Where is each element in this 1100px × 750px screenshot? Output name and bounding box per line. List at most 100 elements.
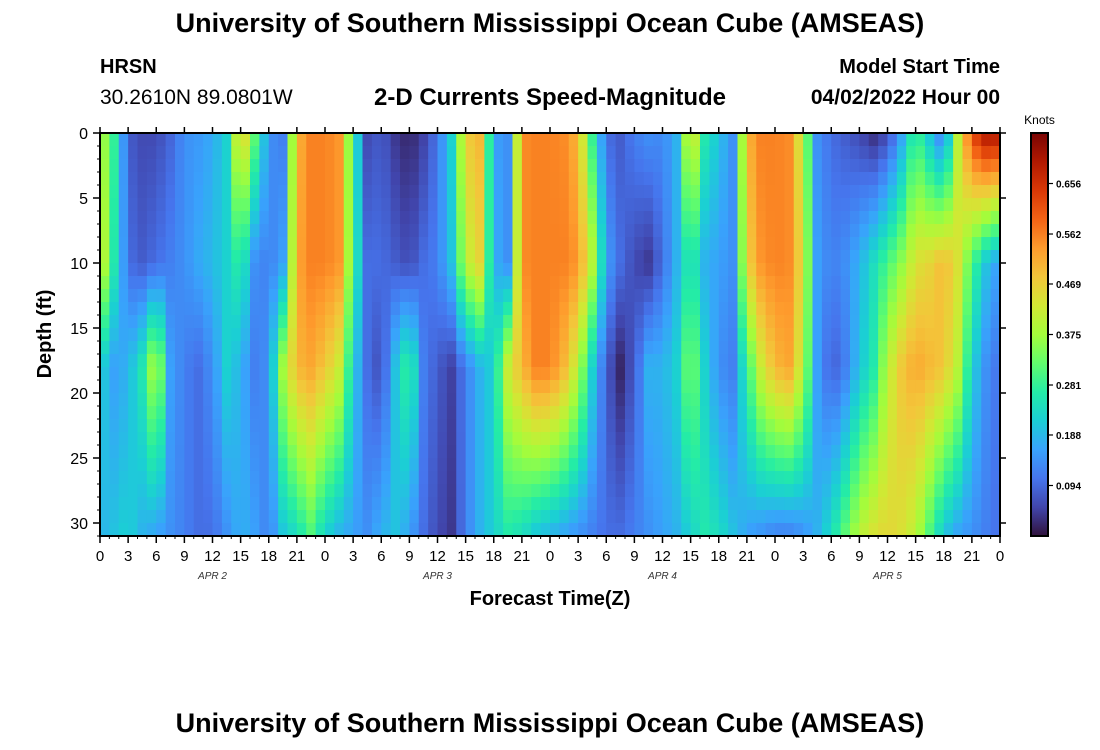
heatmap-cell (325, 146, 335, 160)
heatmap-cell (334, 445, 345, 459)
heatmap-cell (484, 250, 495, 264)
heatmap-cell (709, 276, 720, 290)
heatmap-cell (287, 237, 298, 251)
heatmap-cell (400, 302, 410, 316)
heatmap-cell (156, 198, 167, 212)
heatmap-cell (428, 406, 439, 420)
heatmap-cell (390, 484, 401, 498)
heatmap-cell (681, 224, 692, 238)
heatmap-cell (859, 198, 870, 212)
x-tick-label: 21 (964, 548, 981, 565)
heatmap-cell (278, 185, 289, 199)
heatmap-cell (840, 432, 851, 446)
heatmap-cell (625, 263, 635, 277)
heatmap-cell (812, 185, 823, 199)
heatmap-cell (521, 354, 532, 368)
heatmap-cell (118, 484, 129, 498)
heatmap-cell (859, 471, 870, 485)
heatmap-cell (746, 289, 757, 303)
heatmap-cell (278, 341, 289, 355)
heatmap-cell (615, 510, 626, 524)
heatmap-cell (259, 341, 270, 355)
heatmap-cell (821, 484, 832, 498)
heatmap-cell (521, 432, 532, 446)
heatmap-cell (306, 341, 317, 355)
heatmap-cell (606, 510, 617, 524)
x-tick-label: 6 (377, 548, 385, 565)
heatmap-cell (934, 510, 945, 524)
heatmap-cell (109, 263, 120, 277)
heatmap-cell (521, 523, 532, 537)
heatmap-cell (981, 380, 992, 394)
heatmap-cell (831, 302, 842, 316)
heatmap-cell (446, 250, 457, 264)
heatmap-cell (128, 198, 139, 212)
heatmap-cell (109, 497, 120, 511)
heatmap-cell (175, 133, 185, 147)
heatmap-cell (981, 484, 992, 498)
heatmap-cell (850, 289, 860, 303)
heatmap-cell (728, 458, 739, 472)
heatmap-cell (896, 159, 907, 173)
heatmap-cell (943, 224, 954, 238)
heatmap-cell (690, 211, 701, 225)
heatmap-cell (315, 393, 326, 407)
heatmap-cell (156, 263, 167, 277)
heatmap-cell (475, 172, 485, 186)
heatmap-cell (540, 146, 551, 160)
heatmap-cell (456, 276, 467, 290)
heatmap-cell (812, 393, 823, 407)
heatmap-cell (803, 276, 814, 290)
heatmap-cell (906, 276, 917, 290)
heatmap-cell (184, 380, 195, 394)
heatmap-cell (390, 289, 401, 303)
heatmap-cell (268, 328, 279, 342)
heatmap-cell (137, 315, 148, 329)
heatmap-cell (418, 315, 429, 329)
x-tick-label: 9 (405, 548, 413, 565)
heatmap-cell (390, 367, 401, 381)
heatmap-cell (925, 380, 935, 394)
heatmap-cell (775, 133, 785, 147)
heatmap-cell (512, 146, 523, 160)
heatmap-cell (212, 237, 223, 251)
x-tick-label: 21 (739, 548, 756, 565)
heatmap-cell (971, 354, 982, 368)
heatmap-cell (156, 471, 167, 485)
heatmap-cell (475, 185, 485, 199)
heatmap-cell (381, 237, 392, 251)
heatmap-cell (690, 367, 701, 381)
heatmap-cell (193, 237, 204, 251)
heatmap-cell (568, 406, 579, 420)
heatmap-cell (615, 367, 626, 381)
heatmap-cell (990, 328, 1001, 342)
heatmap-cell (868, 445, 879, 459)
heatmap-cell (475, 497, 485, 511)
heatmap-cell (493, 250, 504, 264)
heatmap-cell (868, 471, 879, 485)
heatmap-cell (850, 406, 860, 420)
heatmap-cell (943, 250, 954, 264)
heatmap-cell (868, 510, 879, 524)
heatmap-cell (334, 328, 345, 342)
heatmap-cell (831, 484, 842, 498)
heatmap-cell (803, 289, 814, 303)
heatmap-cell (278, 510, 289, 524)
heatmap-cell (915, 458, 926, 472)
heatmap-cell (203, 458, 214, 472)
heatmap-cell (559, 471, 570, 485)
heatmap-cell (615, 263, 626, 277)
heatmap-cell (278, 523, 289, 537)
heatmap-cell (878, 159, 889, 173)
heatmap-cell (793, 302, 804, 316)
heatmap-cell (146, 263, 157, 277)
heatmap-cell (803, 185, 814, 199)
heatmap-cell (493, 224, 504, 238)
heatmap-cell (381, 315, 392, 329)
heatmap-cell (606, 445, 617, 459)
heatmap-cell (315, 315, 326, 329)
heatmap-cell (475, 289, 485, 303)
heatmap-cell (315, 510, 326, 524)
heatmap-cell (840, 471, 851, 485)
heatmap-cell (100, 211, 110, 225)
